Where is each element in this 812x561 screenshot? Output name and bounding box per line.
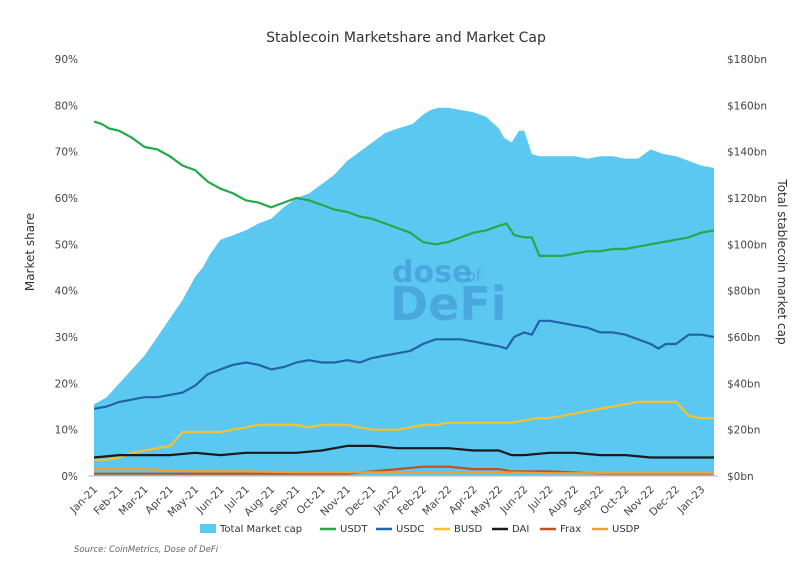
legend-item: USDP (592, 524, 639, 535)
legend-label: USDC (396, 524, 424, 535)
y-axis-label: Market share (23, 213, 37, 291)
legend-item: Total Market cap (200, 524, 302, 535)
legend-item: USDC (376, 524, 424, 535)
y-tick-label: 60% (55, 193, 78, 205)
y-tick-label: 70% (55, 147, 78, 159)
y-tick-label: 40% (55, 286, 78, 298)
area-total-market-cap (94, 107, 714, 476)
legend-label: Frax (560, 524, 581, 535)
legend-label: DAI (512, 524, 529, 535)
y2-tick-label: $100bn (727, 239, 767, 251)
y2-tick-label: $0bn (727, 471, 754, 483)
y2-tick-label: $180bn (727, 54, 767, 66)
y-tick-label: 50% (55, 239, 78, 251)
y2-axis-ticks: $0bn $20bn $40bn $60bn $80bn $100bn $120bn $140… (727, 54, 767, 483)
series-line-usdt (93, 120, 715, 257)
y2-axis-label: Total stablecoin market cap (775, 178, 789, 344)
legend-item: BUSD (434, 524, 483, 535)
watermark: dose of DeFi (390, 255, 507, 331)
y2-tick-label: $160bn (727, 100, 767, 112)
y-tick-label: 90% (55, 54, 78, 66)
legend-item: DAI (492, 524, 529, 535)
y-tick-label: 20% (55, 378, 78, 390)
series-line-dai (93, 444, 714, 459)
series-line-usdc (93, 319, 715, 410)
legend-item: USDT (320, 524, 368, 535)
x-tick-label: Jun-21 (194, 484, 227, 517)
chart-title: Stablecoin Marketshare and Market Cap (266, 30, 546, 46)
legend-label: USDP (612, 524, 639, 535)
y2-tick-label: $120bn (727, 193, 767, 205)
y2-tick-label: $20bn (727, 425, 760, 437)
watermark-of: of (466, 266, 482, 285)
y2-tick-label: $80bn (727, 286, 760, 298)
y-tick-label: 30% (55, 332, 78, 344)
watermark-dose: dose (392, 255, 472, 290)
y-tick-label: 80% (55, 100, 78, 112)
x-tick-label: Jun-22 (497, 484, 530, 517)
y2-tick-label: $60bn (727, 332, 760, 344)
line-layer (93, 120, 715, 475)
legend-swatch (200, 524, 216, 533)
series-line-usdp (94, 468, 714, 475)
source-note: Source: CoinMetrics, Dose of DeFi (74, 545, 219, 555)
y2-tick-label: $140bn (727, 147, 767, 159)
y-axis-ticks: 0% 10% 20% 30% 40% 50% 60% 70% 80% 90% (55, 54, 78, 483)
legend: Total Market cap USDT USDC BUSD DAI Frax USDP (200, 524, 639, 535)
legend-label: USDT (340, 524, 368, 535)
series-line-busd (94, 400, 714, 461)
x-tick-label: Jan-23 (675, 484, 708, 517)
y-tick-label: 0% (61, 471, 78, 483)
legend-item: Frax (540, 524, 581, 535)
y-tick-label: 10% (55, 425, 78, 437)
area-layer (94, 107, 714, 476)
legend-label: BUSD (454, 524, 483, 535)
legend-label: Total Market cap (219, 524, 302, 535)
watermark-defi: DeFi (390, 277, 507, 331)
y2-tick-label: $40bn (727, 378, 760, 390)
x-axis-ticks: Jan-21Feb-21Mar-21Apr-21May-21Jun-21Jul-… (67, 484, 707, 520)
